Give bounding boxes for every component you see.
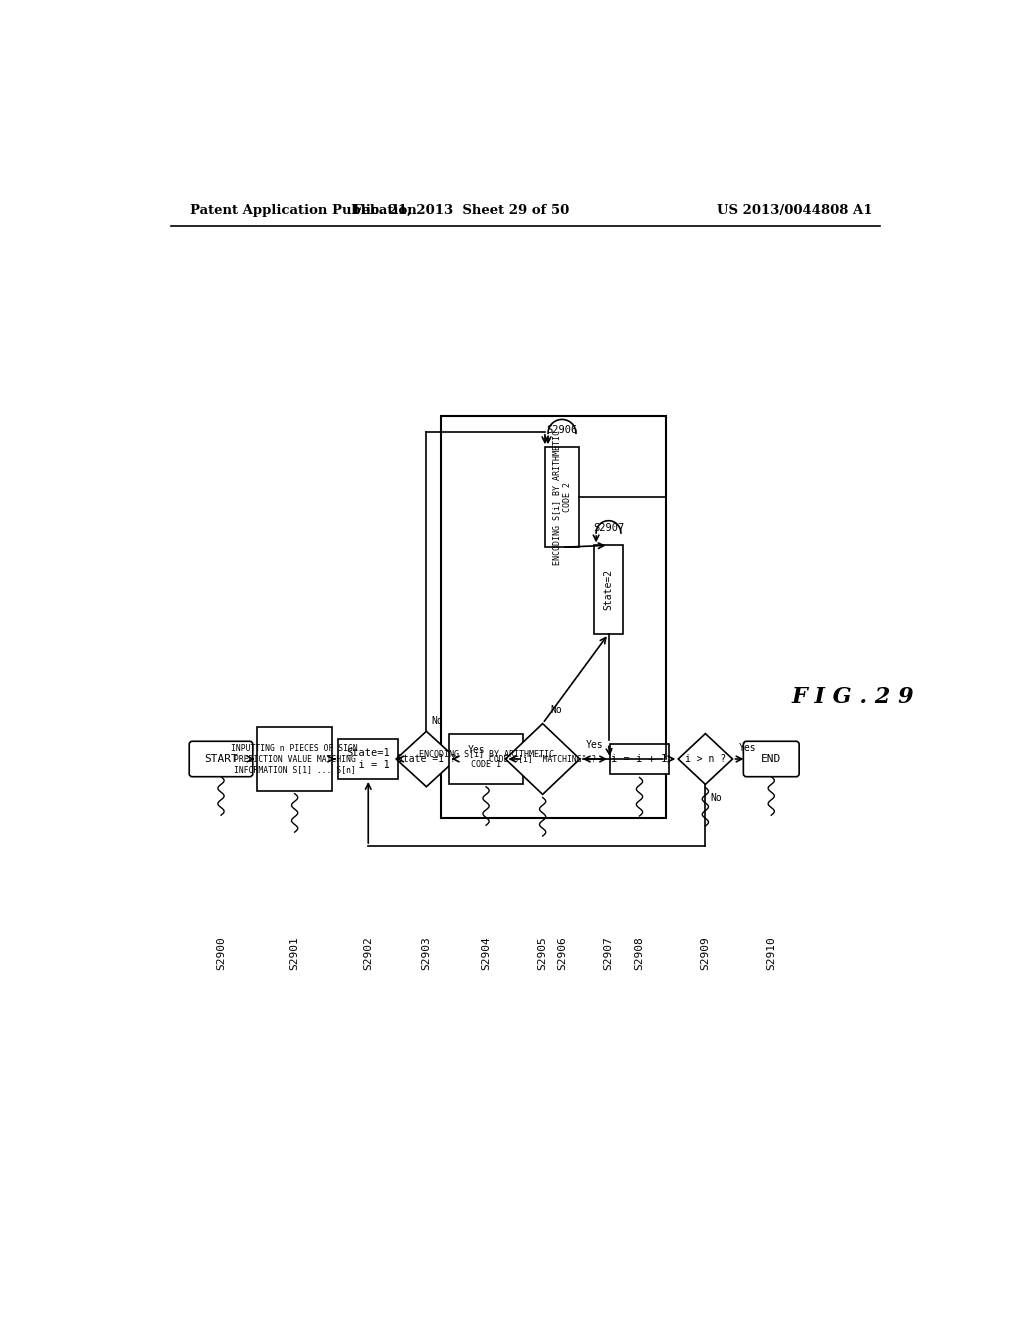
Text: Yes: Yes [586, 741, 604, 750]
Bar [338, 739, 398, 779]
Text: No: No [550, 705, 562, 714]
Text: S2909: S2909 [700, 936, 711, 970]
Text: ENCODING S[i] BY ARITHMETIC
CODE 2: ENCODING S[i] BY ARITHMETIC CODE 2 [552, 430, 571, 565]
Text: State=1
  i = 1: State=1 i = 1 [346, 748, 390, 770]
Text: INPUTTING n PIECES OF SIGN
PREDICTION VALUE MATCHING
INFORMATION S[1] ... S[n]: INPUTTING n PIECES OF SIGN PREDICTION VA… [231, 744, 358, 774]
Polygon shape [506, 723, 580, 795]
Text: State =1 ?: State =1 ? [397, 754, 456, 764]
Bar [441, 416, 666, 817]
Text: S2906: S2906 [547, 425, 578, 436]
FancyBboxPatch shape [189, 742, 253, 776]
Text: i = i + 1: i = i + 1 [611, 754, 668, 764]
Text: No: No [710, 793, 722, 804]
Text: S2908: S2908 [635, 936, 644, 970]
Bar [594, 545, 624, 634]
Text: CODE S[i] "MATCHING" ?: CODE S[i] "MATCHING" ? [489, 755, 596, 763]
Text: Yes: Yes [738, 743, 757, 754]
Text: S2900: S2900 [216, 936, 226, 970]
Text: END: END [761, 754, 781, 764]
Text: S2901: S2901 [290, 936, 300, 970]
Text: S2904: S2904 [481, 936, 492, 970]
Text: Yes: Yes [467, 744, 485, 755]
Text: ENCODING S[i] BY ARITHMETIC
CODE 1: ENCODING S[i] BY ARITHMETIC CODE 1 [419, 750, 554, 768]
Text: S2907: S2907 [593, 524, 624, 533]
Text: US 2013/0044808 A1: US 2013/0044808 A1 [717, 205, 872, 218]
Text: F I G . 2 9: F I G . 2 9 [792, 686, 914, 709]
Text: No: No [431, 715, 442, 726]
Text: S2910: S2910 [766, 936, 776, 970]
Text: i > n ?: i > n ? [685, 754, 726, 764]
Bar [257, 727, 332, 791]
Text: S2906: S2906 [557, 936, 567, 970]
Polygon shape [678, 734, 732, 784]
Text: S2907: S2907 [603, 936, 613, 970]
Text: S2903: S2903 [421, 936, 431, 970]
Text: Patent Application Publication: Patent Application Publication [190, 205, 417, 218]
Bar [449, 734, 523, 784]
Bar [545, 447, 579, 548]
Text: S2905: S2905 [538, 936, 548, 970]
Bar [610, 743, 669, 775]
Text: S2902: S2902 [364, 936, 374, 970]
Polygon shape [396, 731, 457, 787]
Text: Feb. 21, 2013  Sheet 29 of 50: Feb. 21, 2013 Sheet 29 of 50 [353, 205, 569, 218]
FancyBboxPatch shape [743, 742, 799, 776]
Text: State=2: State=2 [603, 569, 613, 610]
Text: START: START [204, 754, 238, 764]
